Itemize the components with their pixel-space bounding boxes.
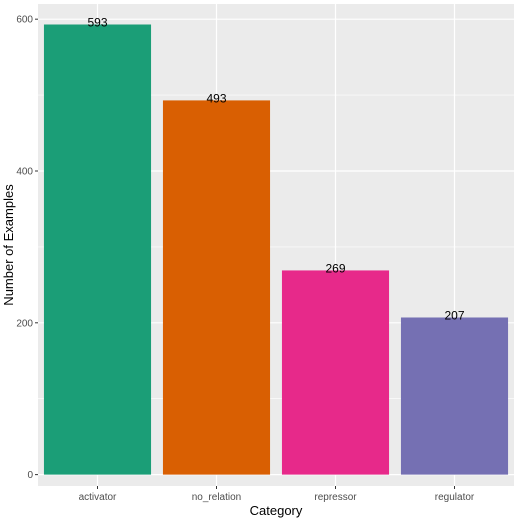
x-tick-label-repressor: repressor [314,492,357,503]
x-tick-label-activator: activator [79,492,117,503]
data-label-regulator: 207 [444,308,464,322]
y-tick-label: 400 [16,166,33,177]
y-tick-label: 600 [16,15,33,26]
bar-repressor [281,270,390,475]
x-tick-label-no_relation: no_relation [192,492,241,503]
data-label-activator: 593 [87,15,107,29]
y-axis: 0 200 400 600 [16,15,38,481]
x-tick-label-regulator: regulator [435,492,475,503]
bar-regulator [400,317,509,475]
bar-no_relation [162,100,271,475]
bars [43,24,509,475]
y-tick-label: 200 [16,318,33,329]
bar-activator [43,24,152,475]
y-axis-title: Number of Examples [1,184,16,306]
y-tick-label: 0 [27,470,33,481]
x-axis: activator no_relation repressor regulator [79,486,475,503]
data-label-repressor: 269 [325,261,345,275]
x-axis-title: Category [250,503,303,518]
data-label-no_relation: 493 [206,91,226,105]
data-labels: 593 493 269 207 [87,15,464,322]
